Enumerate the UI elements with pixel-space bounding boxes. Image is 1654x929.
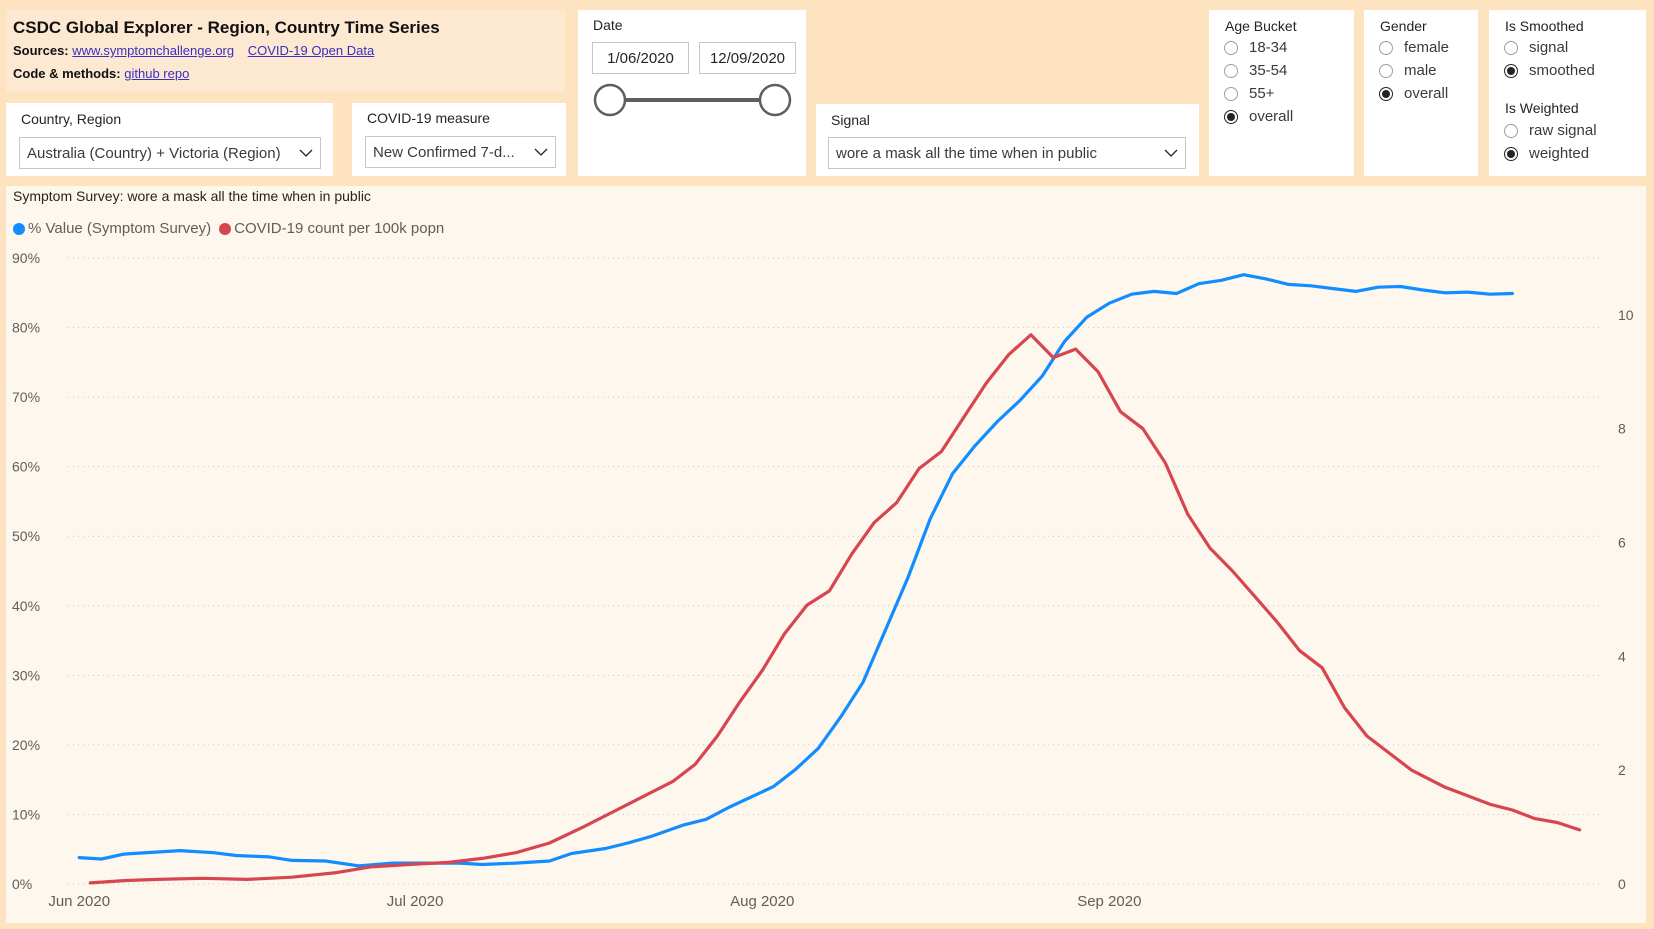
chevron-down-icon <box>1157 138 1185 168</box>
slicer-title: Country, Region <box>21 111 121 127</box>
y-left-tick-label: 10% <box>12 806 40 822</box>
dropdown-value: Australia (Country) + Victoria (Region) <box>27 145 292 162</box>
y-right-tick-label: 10 <box>1618 307 1634 323</box>
start-date-input[interactable]: 1/06/2020 <box>592 42 689 74</box>
x-tick-label: Jun 2020 <box>48 893 110 910</box>
symptomchallenge-link[interactable]: www.symptomchallenge.org <box>72 43 234 58</box>
slider-start-handle[interactable] <box>595 85 625 115</box>
radio-label: overall <box>1404 85 1448 102</box>
series-line-covid <box>90 335 1579 883</box>
radio-option[interactable]: 35-54 <box>1224 62 1287 79</box>
radio-option[interactable]: 18-34 <box>1224 39 1287 56</box>
end-date-input[interactable]: 12/09/2020 <box>699 42 796 74</box>
chart-plot-area: 0% 10% 20% 30% 40% 50% 60% 70% 80% 90% 0 2 4 6 8 10 Jun … <box>6 186 1646 923</box>
radio-empty-icon <box>1504 41 1518 55</box>
signal-slicer: Signal wore a mask all the time when in … <box>816 104 1199 176</box>
radio-option[interactable]: weighted <box>1504 145 1589 162</box>
dropdown-value: New Confirmed 7-d... <box>373 144 527 161</box>
radio-selected-icon <box>1379 87 1393 101</box>
radio-label: female <box>1404 39 1449 56</box>
y-right-tick-label: 4 <box>1618 648 1626 664</box>
x-tick-label: Jul 2020 <box>387 893 444 910</box>
slicer-title: Is Smoothed <box>1505 18 1584 34</box>
radio-option[interactable]: raw signal <box>1504 122 1597 139</box>
y-right-tick-label: 2 <box>1618 762 1626 778</box>
smoothed-weighted-slicers: Is Smoothed signal smoothed Is Weighted r… <box>1489 10 1646 176</box>
y-right-tick-label: 0 <box>1618 876 1626 892</box>
radio-label: overall <box>1249 108 1293 125</box>
sources-label: Sources: <box>13 43 69 58</box>
chevron-down-icon <box>527 137 555 167</box>
y-left-tick-label: 90% <box>12 250 40 266</box>
radio-empty-icon <box>1379 41 1393 55</box>
slicer-title: Age Bucket <box>1225 18 1297 34</box>
date-slicer: Date 1/06/2020 12/09/2020 <box>578 10 806 176</box>
slicer-title: Is Weighted <box>1505 100 1579 116</box>
slicer-title: COVID-19 measure <box>367 110 490 126</box>
radio-selected-icon <box>1224 110 1238 124</box>
y-left-tick-label: 30% <box>12 667 40 683</box>
radio-label: weighted <box>1529 145 1589 162</box>
y-left-tick-label: 20% <box>12 737 40 753</box>
radio-option[interactable]: smoothed <box>1504 62 1595 79</box>
slider-end-handle[interactable] <box>760 85 790 115</box>
code-label: Code & methods: <box>13 66 121 81</box>
radio-label: signal <box>1529 39 1568 56</box>
radio-empty-icon <box>1224 64 1238 78</box>
x-tick-label: Sep 2020 <box>1077 893 1141 910</box>
covid-measure-dropdown[interactable]: New Confirmed 7-d... <box>365 136 556 168</box>
github-repo-link[interactable]: github repo <box>124 66 189 81</box>
code-row: Code & methods: github repo <box>13 66 199 81</box>
covid-measure-slicer: COVID-19 measure New Confirmed 7-d... <box>352 103 566 176</box>
radio-selected-icon <box>1504 147 1518 161</box>
covid-open-data-link[interactable]: COVID-19 Open Data <box>248 43 374 58</box>
y-left-tick-label: 70% <box>12 389 40 405</box>
y-right-tick-label: 6 <box>1618 535 1626 551</box>
y-left-tick-label: 50% <box>12 528 40 544</box>
radio-label: 35-54 <box>1249 62 1287 79</box>
radio-label: 55+ <box>1249 85 1274 102</box>
gender-slicer: Gender female male overall <box>1364 10 1478 176</box>
sources-row: Sources: www.symptomchallenge.org COVID-… <box>13 43 384 58</box>
report-title: CSDC Global Explorer - Region, Country T… <box>13 18 440 38</box>
chevron-down-icon <box>292 138 320 168</box>
radio-option[interactable]: female <box>1379 39 1449 56</box>
country-region-slicer: Country, Region Australia (Country) + Vi… <box>6 103 333 176</box>
report-header: CSDC Global Explorer - Region, Country T… <box>6 10 565 92</box>
radio-option[interactable]: overall <box>1224 108 1293 125</box>
line-chart-visual: Symptom Survey: wore a mask all the time… <box>6 186 1646 923</box>
radio-option[interactable]: signal <box>1504 39 1568 56</box>
radio-empty-icon <box>1379 64 1393 78</box>
y-left-tick-label: 60% <box>12 459 40 475</box>
series-line-survey <box>79 275 1512 866</box>
slicer-title: Signal <box>831 112 870 128</box>
radio-empty-icon <box>1504 124 1518 138</box>
slicer-title: Gender <box>1380 18 1427 34</box>
radio-empty-icon <box>1224 41 1238 55</box>
y-left-tick-label: 80% <box>12 320 40 336</box>
radio-selected-icon <box>1504 64 1518 78</box>
date-range-slider[interactable] <box>578 80 806 120</box>
radio-option[interactable]: 55+ <box>1224 85 1274 102</box>
radio-option[interactable]: overall <box>1379 85 1448 102</box>
y-left-tick-label: 40% <box>12 598 40 614</box>
y-right-tick-label: 8 <box>1618 421 1626 437</box>
radio-label: 18-34 <box>1249 39 1287 56</box>
age-bucket-slicer: Age Bucket 18-34 35-54 55+ overall <box>1209 10 1354 176</box>
radio-option[interactable]: male <box>1379 62 1437 79</box>
radio-label: male <box>1404 62 1437 79</box>
slicer-title: Date <box>593 17 623 33</box>
signal-dropdown[interactable]: wore a mask all the time when in public <box>828 137 1186 169</box>
radio-label: raw signal <box>1529 122 1597 139</box>
radio-empty-icon <box>1224 87 1238 101</box>
y-left-tick-label: 0% <box>12 876 32 892</box>
country-region-dropdown[interactable]: Australia (Country) + Victoria (Region) <box>19 137 321 169</box>
radio-label: smoothed <box>1529 62 1595 79</box>
x-tick-label: Aug 2020 <box>730 893 794 910</box>
dropdown-value: wore a mask all the time when in public <box>836 145 1157 162</box>
